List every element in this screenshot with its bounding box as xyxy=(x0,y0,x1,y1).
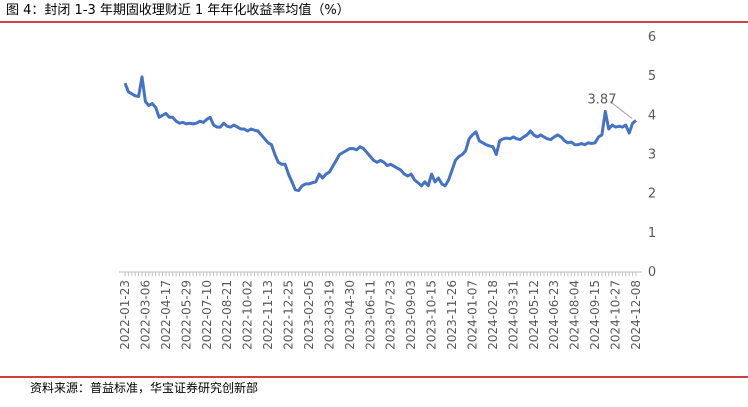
x-tick-label: 2024-05-12 xyxy=(527,280,541,350)
y-tick-label: 4 xyxy=(648,108,656,123)
x-tick-label: 2024-12-08 xyxy=(629,280,643,350)
source-note: 资料来源：普益标准，华宝证券研究创新部 xyxy=(30,380,258,395)
y-tick-label: 2 xyxy=(648,187,656,202)
x-tick-label: 2023-10-15 xyxy=(425,280,439,350)
x-tick-label: 2023-03-19 xyxy=(322,280,336,350)
y-tick-label: 6 xyxy=(648,30,656,45)
x-tick-label: 2024-03-31 xyxy=(506,280,520,350)
label-leader xyxy=(609,101,633,119)
y-tick-label: 5 xyxy=(648,69,656,84)
x-tick-label: 2022-01-23 xyxy=(118,280,132,350)
x-tick-label: 2022-10-02 xyxy=(241,280,255,350)
y-tick-label: 3 xyxy=(648,148,656,163)
x-tick-label: 2022-04-17 xyxy=(159,280,173,350)
y-tick-label: 0 xyxy=(648,265,656,280)
x-tick-label: 2023-11-26 xyxy=(445,280,459,350)
x-tick-label: 2023-09-03 xyxy=(404,280,418,350)
x-tick-label: 2023-06-11 xyxy=(363,280,377,350)
x-tick-label: 2022-12-25 xyxy=(282,280,296,350)
x-tick-label: 2024-08-04 xyxy=(568,280,582,350)
x-tick-label: 2024-09-15 xyxy=(588,280,602,350)
y-tick-label: 1 xyxy=(648,226,656,241)
x-tick-label: 2024-06-23 xyxy=(547,280,561,350)
x-tick-label: 2022-07-10 xyxy=(200,280,214,350)
x-tick-label: 2024-02-18 xyxy=(486,280,500,350)
x-tick-label: 2022-03-06 xyxy=(138,280,152,350)
x-tick-label: 2024-01-07 xyxy=(465,280,479,350)
x-tick-label: 2023-07-23 xyxy=(384,280,398,350)
chart-title: 图 4：封闭 1-3 年期固收理财近 1 年年化收益率均值（%） xyxy=(6,2,350,18)
x-tick-label: 2022-08-21 xyxy=(220,280,234,350)
x-tick-label: 2024-10-27 xyxy=(609,280,623,350)
series-line xyxy=(123,75,637,192)
x-tick-label: 2022-11-13 xyxy=(261,280,275,350)
data-label: 3.87 xyxy=(588,92,617,107)
x-tick-label: 2022-05-29 xyxy=(179,280,193,350)
x-tick-label: 2023-02-05 xyxy=(302,280,316,350)
x-tick-label: 2023-04-30 xyxy=(343,280,357,350)
